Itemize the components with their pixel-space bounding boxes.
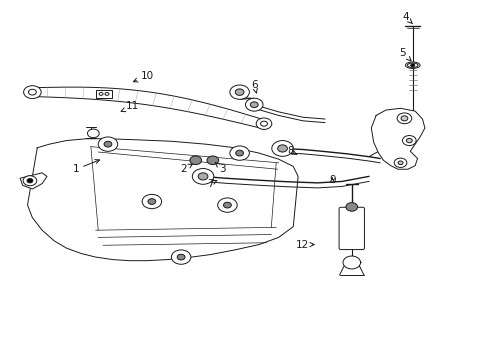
Circle shape <box>260 121 267 126</box>
Circle shape <box>192 168 213 184</box>
Circle shape <box>402 135 415 145</box>
Polygon shape <box>30 87 265 129</box>
Text: 6: 6 <box>250 80 257 93</box>
Circle shape <box>223 202 231 208</box>
Circle shape <box>235 89 244 95</box>
FancyBboxPatch shape <box>96 90 112 98</box>
Text: 12: 12 <box>295 239 313 249</box>
Circle shape <box>397 161 402 165</box>
Text: 1: 1 <box>73 159 99 174</box>
Circle shape <box>393 158 406 167</box>
Text: 11: 11 <box>121 102 139 112</box>
Polygon shape <box>27 139 298 261</box>
Circle shape <box>406 138 411 143</box>
Ellipse shape <box>405 62 419 68</box>
Circle shape <box>342 256 360 269</box>
Circle shape <box>99 93 103 95</box>
Polygon shape <box>20 173 47 189</box>
Circle shape <box>256 118 271 130</box>
Circle shape <box>229 85 249 99</box>
Circle shape <box>23 176 37 186</box>
Circle shape <box>250 102 258 108</box>
Text: 10: 10 <box>133 71 153 82</box>
Circle shape <box>345 203 357 211</box>
Text: 8: 8 <box>287 146 296 156</box>
Circle shape <box>217 198 237 212</box>
Circle shape <box>277 145 287 152</box>
Circle shape <box>410 64 414 67</box>
Circle shape <box>229 146 249 160</box>
Polygon shape <box>370 108 424 169</box>
Circle shape <box>396 113 411 124</box>
Text: 5: 5 <box>399 48 410 61</box>
Circle shape <box>245 98 263 111</box>
Circle shape <box>189 156 201 165</box>
Circle shape <box>171 250 190 264</box>
Circle shape <box>198 173 207 180</box>
Circle shape <box>271 140 293 156</box>
Circle shape <box>177 254 184 260</box>
Circle shape <box>206 156 218 165</box>
Text: 4: 4 <box>401 12 412 24</box>
Circle shape <box>142 194 161 209</box>
Text: 3: 3 <box>215 163 225 174</box>
Text: 2: 2 <box>180 164 192 174</box>
FancyBboxPatch shape <box>338 207 364 249</box>
Circle shape <box>23 86 41 99</box>
Ellipse shape <box>407 63 417 67</box>
Circle shape <box>87 129 99 138</box>
Circle shape <box>28 89 36 95</box>
Text: 9: 9 <box>328 175 335 185</box>
Circle shape <box>104 141 112 147</box>
Circle shape <box>105 93 109 95</box>
Text: 7: 7 <box>206 179 216 189</box>
Circle shape <box>235 150 243 156</box>
Circle shape <box>148 199 156 204</box>
Circle shape <box>400 116 407 121</box>
Circle shape <box>27 179 33 183</box>
Circle shape <box>98 137 118 151</box>
